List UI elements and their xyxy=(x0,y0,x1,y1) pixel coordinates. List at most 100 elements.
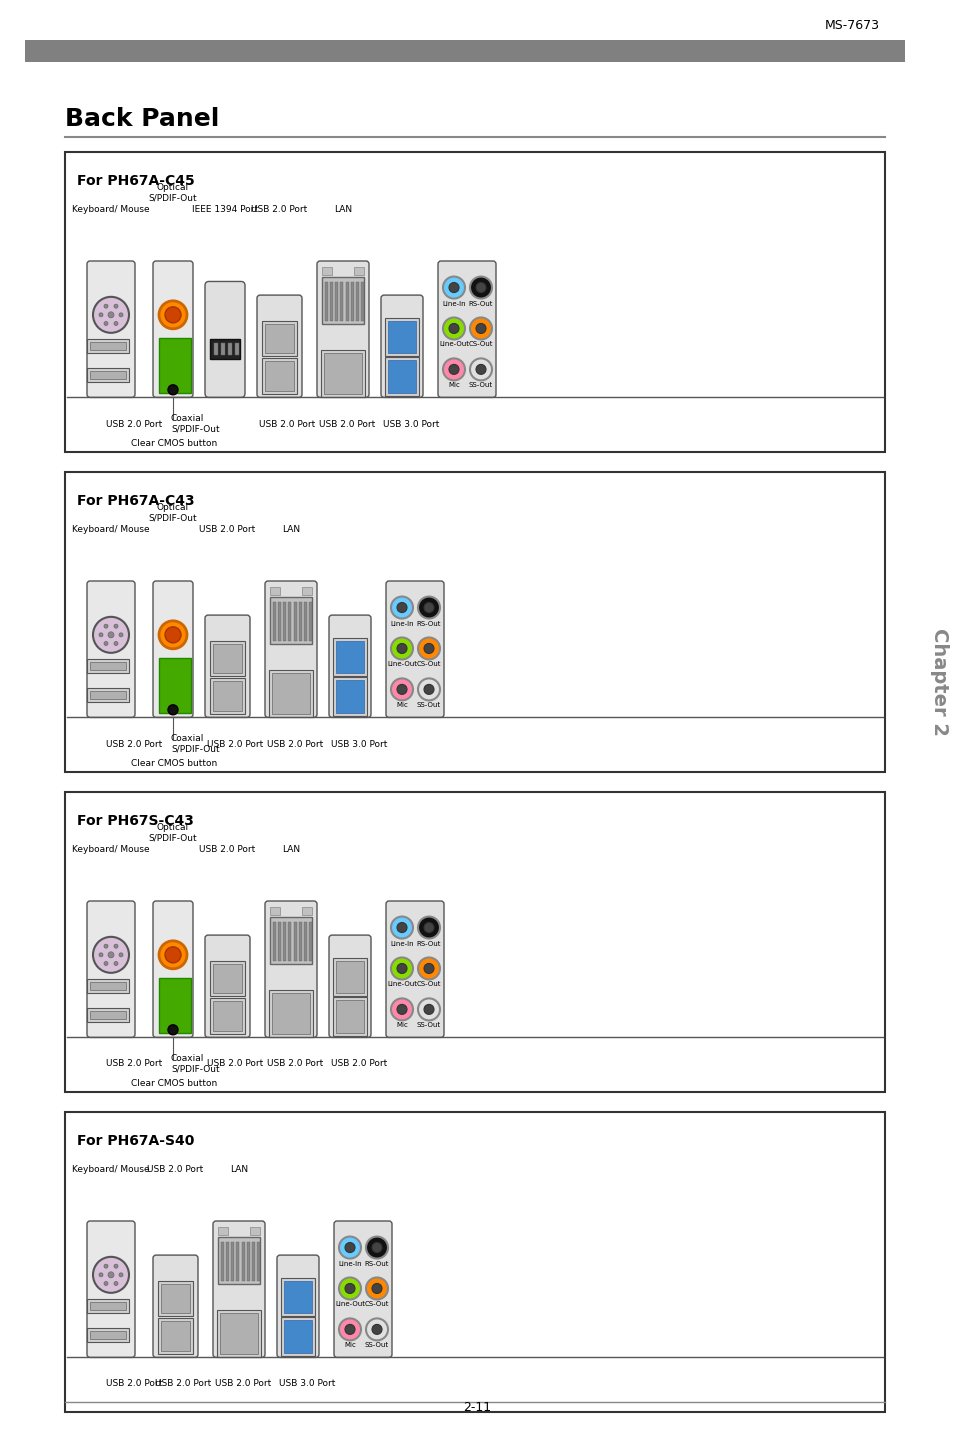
Text: Line-Out: Line-Out xyxy=(335,1302,365,1307)
FancyBboxPatch shape xyxy=(334,1221,392,1358)
Circle shape xyxy=(99,952,103,957)
Bar xyxy=(302,906,312,915)
Text: USB 2.0 Port: USB 2.0 Port xyxy=(258,420,314,428)
Bar xyxy=(354,266,364,275)
Circle shape xyxy=(417,916,439,938)
Circle shape xyxy=(104,304,108,308)
Circle shape xyxy=(442,318,464,339)
Bar xyxy=(210,339,240,359)
Bar xyxy=(65,473,884,772)
Bar xyxy=(87,687,129,702)
Text: Line-Out: Line-Out xyxy=(387,662,416,667)
Text: USB 2.0 Port: USB 2.0 Port xyxy=(199,526,255,534)
Circle shape xyxy=(470,276,492,298)
Bar xyxy=(262,321,296,357)
Text: Line-In: Line-In xyxy=(337,1260,361,1266)
Text: LAN: LAN xyxy=(334,205,352,213)
Bar xyxy=(269,670,313,717)
Circle shape xyxy=(159,941,187,969)
Bar xyxy=(231,1242,234,1282)
Bar xyxy=(294,601,296,642)
Bar xyxy=(210,679,245,715)
Circle shape xyxy=(372,1325,381,1335)
Circle shape xyxy=(476,324,485,334)
Bar xyxy=(281,1277,314,1316)
Circle shape xyxy=(396,922,407,932)
Circle shape xyxy=(338,1277,360,1299)
Circle shape xyxy=(92,937,129,972)
Text: USB 2.0 Port: USB 2.0 Port xyxy=(207,739,263,749)
FancyBboxPatch shape xyxy=(329,935,371,1037)
Bar xyxy=(325,282,328,321)
Text: RS-Out: RS-Out xyxy=(364,1260,389,1266)
Bar xyxy=(265,324,294,354)
Text: Mic: Mic xyxy=(448,382,459,388)
Text: Optical
S/PDIF-Out: Optical S/PDIF-Out xyxy=(149,822,197,842)
Circle shape xyxy=(417,998,439,1021)
Bar xyxy=(345,282,348,321)
Circle shape xyxy=(470,318,492,339)
Text: USB 2.0 Port: USB 2.0 Port xyxy=(267,1060,323,1068)
Bar xyxy=(270,597,312,644)
Text: Optical
S/PDIF-Out: Optical S/PDIF-Out xyxy=(149,183,197,202)
Circle shape xyxy=(108,952,113,958)
Bar xyxy=(333,998,367,1037)
Bar xyxy=(65,152,884,453)
Bar xyxy=(333,677,367,716)
Bar xyxy=(87,368,129,382)
Circle shape xyxy=(113,624,118,629)
Circle shape xyxy=(165,947,181,962)
Text: USB 2.0 Port: USB 2.0 Port xyxy=(154,1379,211,1389)
Circle shape xyxy=(366,1319,388,1340)
Text: SS-Out: SS-Out xyxy=(416,702,440,709)
Circle shape xyxy=(396,1004,407,1014)
Circle shape xyxy=(366,1277,388,1299)
Circle shape xyxy=(104,1282,108,1286)
Circle shape xyxy=(168,705,178,715)
Bar xyxy=(213,342,218,355)
Bar xyxy=(330,282,333,321)
Text: USB 2.0 Port: USB 2.0 Port xyxy=(214,1379,271,1389)
Bar xyxy=(90,1302,126,1310)
Circle shape xyxy=(338,1237,360,1259)
Bar xyxy=(65,792,884,1093)
Circle shape xyxy=(449,282,458,292)
Circle shape xyxy=(99,1273,103,1277)
Bar xyxy=(250,1227,260,1234)
Text: SS-Out: SS-Out xyxy=(469,382,493,388)
Circle shape xyxy=(113,304,118,308)
Text: CS-Out: CS-Out xyxy=(468,341,493,348)
Bar xyxy=(304,922,307,961)
FancyBboxPatch shape xyxy=(152,261,193,398)
Text: USB 2.0 Port: USB 2.0 Port xyxy=(147,1166,203,1174)
Circle shape xyxy=(391,637,413,660)
Bar xyxy=(388,361,416,394)
Circle shape xyxy=(104,322,108,325)
FancyBboxPatch shape xyxy=(152,581,193,717)
Text: IEEE 1394 Port: IEEE 1394 Port xyxy=(192,205,257,213)
Circle shape xyxy=(442,358,464,381)
Bar xyxy=(340,282,343,321)
Bar xyxy=(87,339,129,354)
Text: RS-Out: RS-Out xyxy=(468,301,493,306)
Text: USB 2.0 Port: USB 2.0 Port xyxy=(106,1060,162,1068)
Text: LAN: LAN xyxy=(282,845,300,853)
Bar xyxy=(87,1299,129,1313)
Circle shape xyxy=(423,603,434,613)
Circle shape xyxy=(372,1243,381,1253)
Circle shape xyxy=(92,1257,129,1293)
Text: USB 2.0 Port: USB 2.0 Port xyxy=(106,739,162,749)
Text: MS-7673: MS-7673 xyxy=(824,19,879,32)
Circle shape xyxy=(104,961,108,965)
Text: Chapter 2: Chapter 2 xyxy=(929,629,948,736)
Bar xyxy=(320,349,365,398)
Bar xyxy=(351,282,354,321)
Text: USB 2.0 Port: USB 2.0 Port xyxy=(207,1060,263,1068)
Bar xyxy=(298,601,301,642)
Bar xyxy=(385,318,418,357)
Circle shape xyxy=(108,312,113,318)
Text: LAN: LAN xyxy=(282,526,300,534)
Text: USB 2.0 Port: USB 2.0 Port xyxy=(251,205,307,213)
Circle shape xyxy=(366,1237,388,1259)
Bar xyxy=(309,601,312,642)
